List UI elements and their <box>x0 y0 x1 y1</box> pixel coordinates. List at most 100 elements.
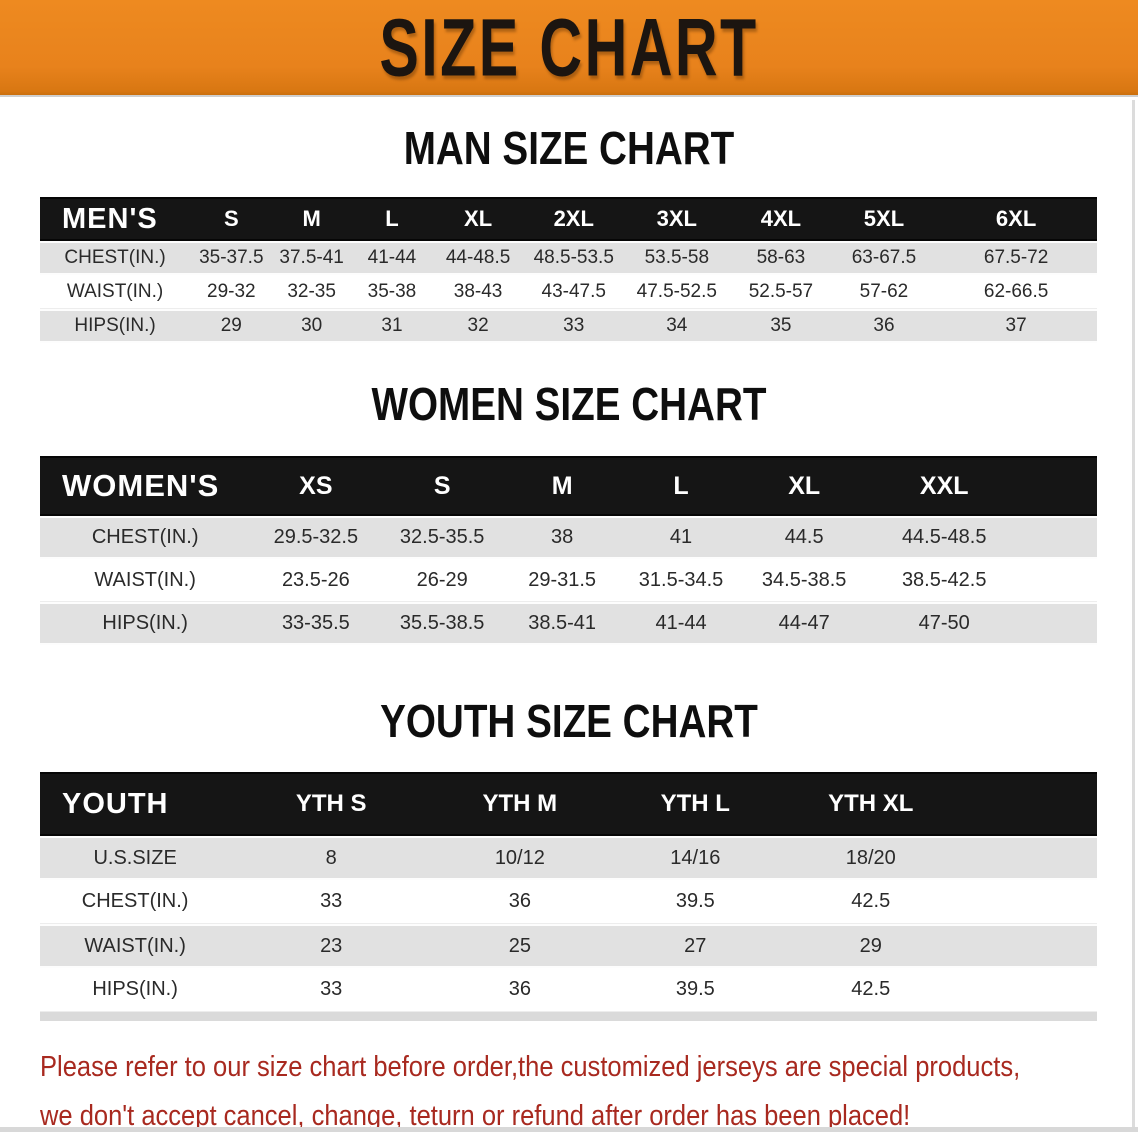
size-column-header: XL <box>740 456 868 516</box>
size-column-header: XL <box>433 197 524 241</box>
size-value: 57-62 <box>832 275 936 309</box>
size-value: 41-44 <box>621 602 741 645</box>
table-title-cell: YOUTH <box>40 772 231 836</box>
size-value: 44-48.5 <box>433 241 524 275</box>
size-value: 32.5-35.5 <box>381 516 503 559</box>
measurement-row: CHEST(IN.) 33 36 39.5 42.5 <box>40 880 1097 924</box>
row-label: HIPS(IN.) <box>40 968 231 1012</box>
size-value: 25 <box>432 924 608 968</box>
size-value: 30 <box>272 309 351 343</box>
row-spacer <box>1020 559 1097 602</box>
page-edge-right <box>1132 100 1135 1132</box>
row-label: CHEST(IN.) <box>40 516 251 559</box>
size-column-header: S <box>381 456 503 516</box>
youth-size-table: YOUTH YTH S YTH M YTH L YTH XL U.S.SIZE 8 10/12… <box>40 772 1097 1021</box>
header-row: WOMEN'S XS S M L XL XXL <box>40 456 1097 516</box>
size-value: 48.5-53.5 <box>523 241 625 275</box>
size-value: 32 <box>433 309 524 343</box>
row-label: CHEST(IN.) <box>40 880 231 924</box>
size-value: 36 <box>432 880 608 924</box>
row-label: HIPS(IN.) <box>40 309 191 343</box>
size-value: 44-47 <box>740 602 868 645</box>
banner: SIZE CHART <box>0 0 1138 97</box>
size-value: 23.5-26 <box>250 559 382 602</box>
measurement-row: U.S.SIZE 8 10/12 14/16 18/20 <box>40 836 1097 880</box>
header-spacer <box>958 772 1097 836</box>
note-line-2: we don't accept cancel, change, teturn o… <box>40 1100 911 1132</box>
size-value: 34.5-38.5 <box>740 559 868 602</box>
size-value: 36 <box>432 968 608 1012</box>
header-row: MEN'S S M L XL 2XL 3XL 4XL 5XL 6XL <box>40 197 1097 241</box>
row-spacer <box>958 836 1097 880</box>
size-column-header: XS <box>250 456 382 516</box>
row-label: CHEST(IN.) <box>40 241 191 275</box>
size-column-header: L <box>350 197 434 241</box>
measurement-row: CHEST(IN.) 35-37.5 37.5-41 41-44 44-48.5 48.5… <box>40 241 1097 275</box>
size-value: 53.5-58 <box>624 241 730 275</box>
header-row: YOUTH YTH S YTH M YTH L YTH XL <box>40 772 1097 836</box>
size-value: 38.5-42.5 <box>867 559 1021 602</box>
size-value: 38.5-41 <box>502 602 622 645</box>
size-value: 39.5 <box>607 968 784 1012</box>
section-women: WOMEN SIZE CHART WOMEN'S XS S M L XL XXL CHEST(… <box>0 379 1138 645</box>
size-column-header: S <box>190 197 273 241</box>
size-value: 35-37.5 <box>190 241 273 275</box>
size-value: 33 <box>523 309 625 343</box>
size-value: 35 <box>729 309 833 343</box>
size-column-header: M <box>502 456 622 516</box>
table-title-cell: MEN'S <box>40 197 191 241</box>
measurement-row: HIPS(IN.) 33 36 39.5 42.5 <box>40 968 1097 1012</box>
measurement-row: HIPS(IN.) 29 30 31 32 33 34 35 36 37 <box>40 309 1097 343</box>
size-value: 52.5-57 <box>729 275 833 309</box>
size-column-header: XXL <box>867 456 1021 516</box>
size-value: 44.5 <box>740 516 868 559</box>
size-value: 33 <box>230 880 433 924</box>
row-spacer <box>1020 516 1097 559</box>
section-youth: YOUTH SIZE CHART YOUTH YTH S YTH M YTH L YTH… <box>0 696 1138 1021</box>
row-label: WAIST(IN.) <box>40 924 231 968</box>
size-value: 29-32 <box>190 275 273 309</box>
size-value: 41-44 <box>350 241 434 275</box>
size-value: 37.5-41 <box>272 241 351 275</box>
row-spacer <box>958 968 1097 1012</box>
size-value: 35.5-38.5 <box>381 602 503 645</box>
measurement-row: WAIST(IN.) 29-32 32-35 35-38 38-43 43-47.5 47.… <box>40 275 1097 309</box>
size-value: 47-50 <box>867 602 1021 645</box>
header-spacer <box>1020 456 1097 516</box>
size-column-header: M <box>272 197 351 241</box>
size-column-header: YTH S <box>230 772 433 836</box>
size-value: 29-31.5 <box>502 559 622 602</box>
section-men: MAN SIZE CHART MEN'S S M L XL 2XL 3XL 4XL 5XL 6XL… <box>0 123 1138 343</box>
banner-title: SIZE CHART <box>379 1 759 93</box>
size-value: 8 <box>230 836 433 880</box>
size-value: 10/12 <box>432 836 608 880</box>
page-edge-bottom <box>0 1127 1138 1132</box>
men-section-heading: MAN SIZE CHART <box>403 122 735 174</box>
size-value: 35-38 <box>350 275 434 309</box>
measurement-row: HIPS(IN.) 33-35.5 35.5-38.5 38.5-41 41-44 44-… <box>40 602 1097 645</box>
size-column-header: 5XL <box>832 197 936 241</box>
size-value: 63-67.5 <box>832 241 936 275</box>
size-value: 58-63 <box>729 241 833 275</box>
size-value: 31.5-34.5 <box>621 559 741 602</box>
women-section-heading: WOMEN SIZE CHART <box>371 378 767 430</box>
measurement-row: CHEST(IN.) 29.5-32.5 32.5-35.5 38 41 44.5 44.5… <box>40 516 1097 559</box>
charts-content: MAN SIZE CHART MEN'S S M L XL 2XL 3XL 4XL 5XL 6XL… <box>0 123 1138 1021</box>
size-value: 33 <box>230 968 433 1012</box>
measurement-row: WAIST(IN.) 23.5-26 26-29 29-31.5 31.5-34.5 34… <box>40 559 1097 602</box>
row-label: U.S.SIZE <box>40 836 231 880</box>
size-value: 32-35 <box>272 275 351 309</box>
size-value: 37 <box>935 309 1097 343</box>
youth-section-heading: YOUTH SIZE CHART <box>380 695 758 747</box>
size-value: 41 <box>621 516 741 559</box>
size-value: 29.5-32.5 <box>250 516 382 559</box>
size-value: 42.5 <box>783 968 959 1012</box>
size-value: 14/16 <box>607 836 784 880</box>
size-value: 38 <box>502 516 622 559</box>
row-spacer <box>958 880 1097 924</box>
size-value: 47.5-52.5 <box>624 275 730 309</box>
size-column-header: YTH M <box>432 772 608 836</box>
note-line-1: Please refer to our size chart before or… <box>40 1051 1021 1083</box>
row-label: HIPS(IN.) <box>40 602 251 645</box>
size-column-header: 4XL <box>729 197 833 241</box>
